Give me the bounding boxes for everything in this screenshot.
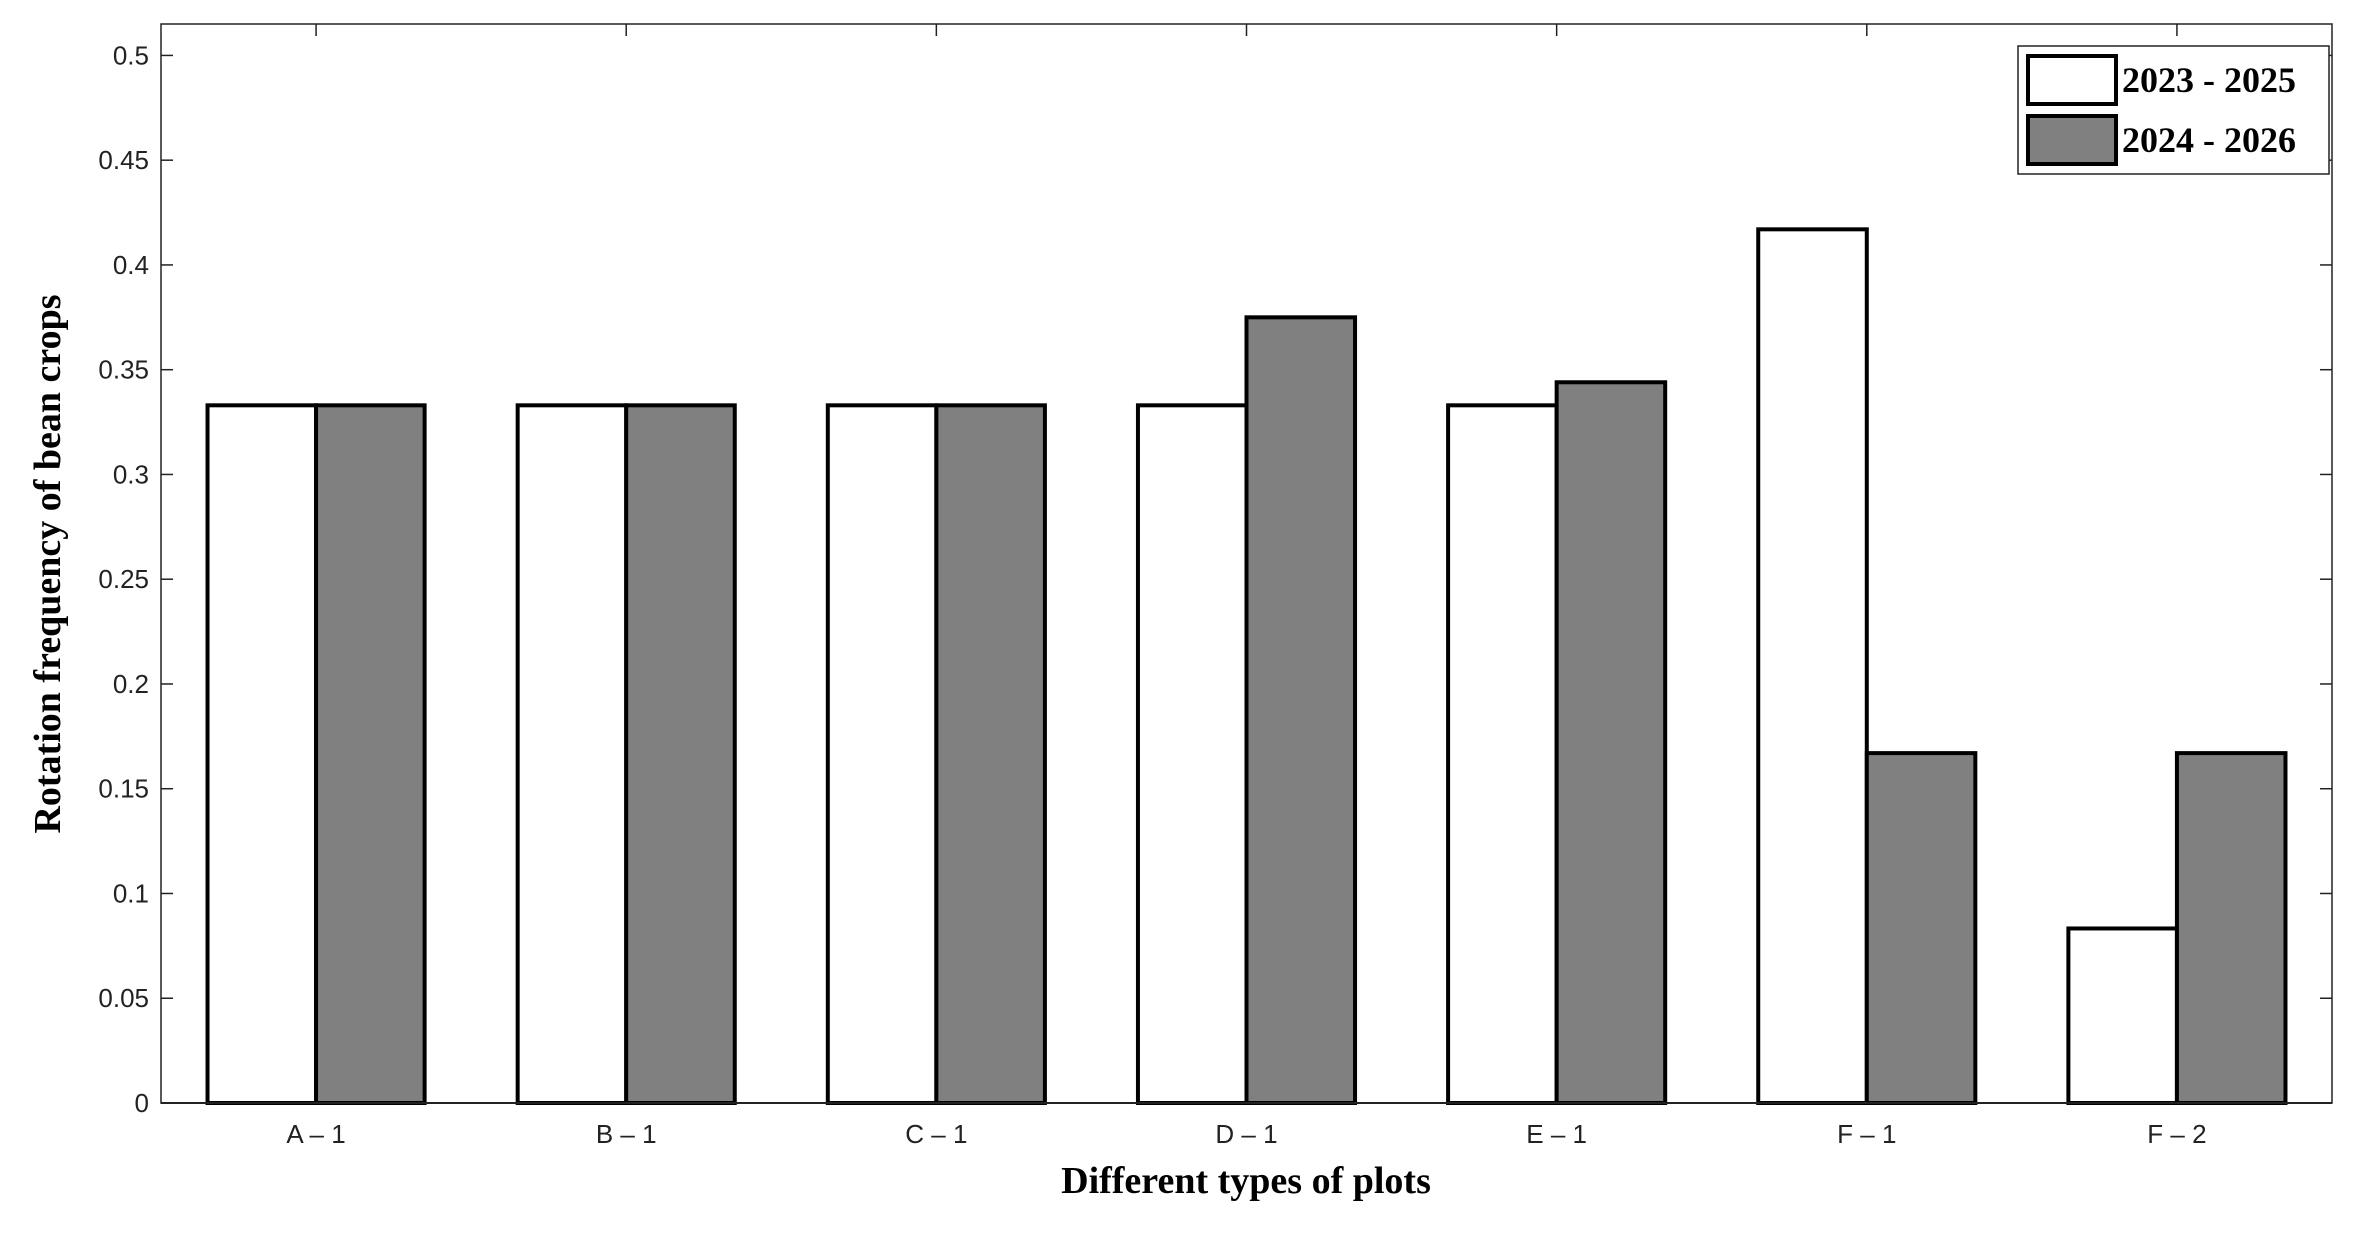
legend-label: 2023 - 2025 — [2122, 60, 2296, 100]
bar — [1244, 315, 1358, 1105]
y-axis-title: Rotation frequency of bean crops — [27, 294, 69, 833]
bar — [515, 403, 629, 1105]
bar — [314, 403, 427, 1105]
y-tick-label: 0.5 — [113, 40, 149, 70]
legend-swatch — [2026, 114, 2118, 166]
bar — [1756, 227, 1869, 1105]
y-tick-label: 0.25 — [98, 564, 149, 594]
bar — [1554, 380, 1668, 1105]
bar — [2066, 926, 2179, 1105]
y-tick-label: 0.05 — [98, 983, 149, 1013]
x-tick-label: E – 1 — [1526, 1119, 1587, 1149]
y-tick-label: 0.15 — [98, 774, 149, 804]
y-tick-label: 0 — [135, 1088, 149, 1118]
x-axis-title: Different types of plots — [1061, 1160, 1431, 1202]
y-tick-label: 0.4 — [113, 250, 149, 280]
x-tick-label: F – 2 — [2147, 1119, 2206, 1149]
bar — [1446, 403, 1559, 1105]
y-tick-label: 0.2 — [113, 669, 149, 699]
legend-swatch — [2026, 54, 2118, 106]
bar — [205, 403, 319, 1105]
y-tick-label: 0.1 — [113, 878, 149, 908]
bar — [934, 403, 1047, 1105]
y-tick-label: 0.3 — [113, 459, 149, 489]
x-tick-label: F – 1 — [1837, 1119, 1896, 1149]
x-tick-label: C – 1 — [905, 1119, 967, 1149]
bar — [825, 403, 939, 1105]
x-tick-label: B – 1 — [596, 1119, 657, 1149]
y-tick-label: 0.35 — [98, 355, 149, 385]
bar — [624, 403, 737, 1105]
x-tick-label: D – 1 — [1215, 1119, 1277, 1149]
bar — [2174, 751, 2288, 1105]
y-tick-label: 0.45 — [98, 145, 149, 175]
x-tick-label: A – 1 — [286, 1119, 345, 1149]
legend-label: 2024 - 2026 — [2122, 120, 2296, 160]
bar — [1135, 403, 1249, 1105]
bar — [1864, 751, 1978, 1105]
